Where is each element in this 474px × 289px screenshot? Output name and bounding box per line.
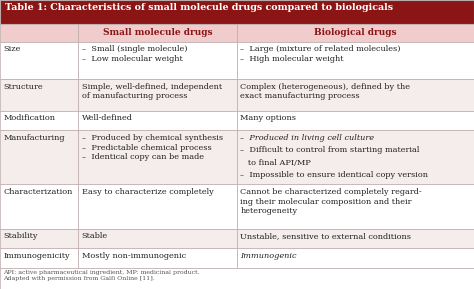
Bar xyxy=(237,42,474,79)
Bar xyxy=(78,130,237,184)
Bar xyxy=(0,111,78,130)
Text: –  Produced in living cell culture: – Produced in living cell culture xyxy=(240,134,374,142)
Text: Biological drugs: Biological drugs xyxy=(314,28,397,37)
Text: Simple, well-defined, independent
of manufacturing process: Simple, well-defined, independent of man… xyxy=(82,83,222,101)
Text: Modification: Modification xyxy=(3,114,55,122)
Text: Immunogenicity: Immunogenicity xyxy=(3,252,70,260)
Bar xyxy=(78,111,237,130)
Bar xyxy=(78,229,237,249)
Text: API: active pharmaceutical ingredient, MP: medicinal product.
Adapted with permi: API: active pharmaceutical ingredient, M… xyxy=(3,270,200,281)
Bar xyxy=(237,79,474,111)
Text: Unstable, sensitive to external conditions: Unstable, sensitive to external conditio… xyxy=(240,232,411,240)
Bar xyxy=(0,249,78,268)
Text: Stable: Stable xyxy=(82,232,108,240)
Bar xyxy=(237,111,474,130)
Bar xyxy=(0,0,474,24)
Text: Well-defined: Well-defined xyxy=(82,114,133,122)
Text: Complex (heterogeneous), defined by the
exact manufacturing process: Complex (heterogeneous), defined by the … xyxy=(240,83,410,101)
Text: –  Large (mixture of related molecules)
–  High molecular weight: – Large (mixture of related molecules) –… xyxy=(240,45,401,63)
Text: Size: Size xyxy=(3,45,21,53)
Bar xyxy=(237,249,474,268)
Text: to final API/MP: to final API/MP xyxy=(240,159,311,167)
Text: Small molecule drugs: Small molecule drugs xyxy=(103,28,212,37)
Bar xyxy=(0,229,78,249)
Bar xyxy=(0,184,78,229)
Bar xyxy=(0,79,78,111)
Bar xyxy=(78,79,237,111)
Text: Immunogenic: Immunogenic xyxy=(240,252,297,260)
Text: Many options: Many options xyxy=(240,114,297,122)
Bar xyxy=(0,130,78,184)
Text: Mostly non-immunogenic: Mostly non-immunogenic xyxy=(82,252,186,260)
Bar xyxy=(237,184,474,229)
Bar xyxy=(0,24,78,42)
Text: –  Impossible to ensure identical copy version: – Impossible to ensure identical copy ve… xyxy=(240,171,428,179)
Text: Characterization: Characterization xyxy=(3,188,73,196)
Bar xyxy=(78,249,237,268)
Bar xyxy=(0,42,78,79)
Bar xyxy=(78,24,237,42)
Text: Manufacturing: Manufacturing xyxy=(3,134,65,142)
Text: Easy to characterize completely: Easy to characterize completely xyxy=(82,188,213,196)
Bar xyxy=(0,268,474,289)
Bar xyxy=(237,24,474,42)
Text: –  Difficult to control from starting material: – Difficult to control from starting mat… xyxy=(240,146,420,154)
Bar xyxy=(237,229,474,249)
Text: Structure: Structure xyxy=(3,83,43,91)
Text: Stability: Stability xyxy=(3,232,38,240)
Text: –  Produced by chemical synthesis
–  Predictable chemical process
–  Identical c: – Produced by chemical synthesis – Predi… xyxy=(82,134,223,162)
Bar xyxy=(78,42,237,79)
Text: –  Small (single molecule)
–  Low molecular weight: – Small (single molecule) – Low molecula… xyxy=(82,45,187,63)
Text: Table 1: Characteristics of small molecule drugs compared to biologicals: Table 1: Characteristics of small molecu… xyxy=(5,3,393,12)
Bar xyxy=(78,184,237,229)
Bar xyxy=(237,130,474,184)
Text: Cannot be characterized completely regard-
ing their molecular composition and t: Cannot be characterized completely regar… xyxy=(240,188,422,215)
